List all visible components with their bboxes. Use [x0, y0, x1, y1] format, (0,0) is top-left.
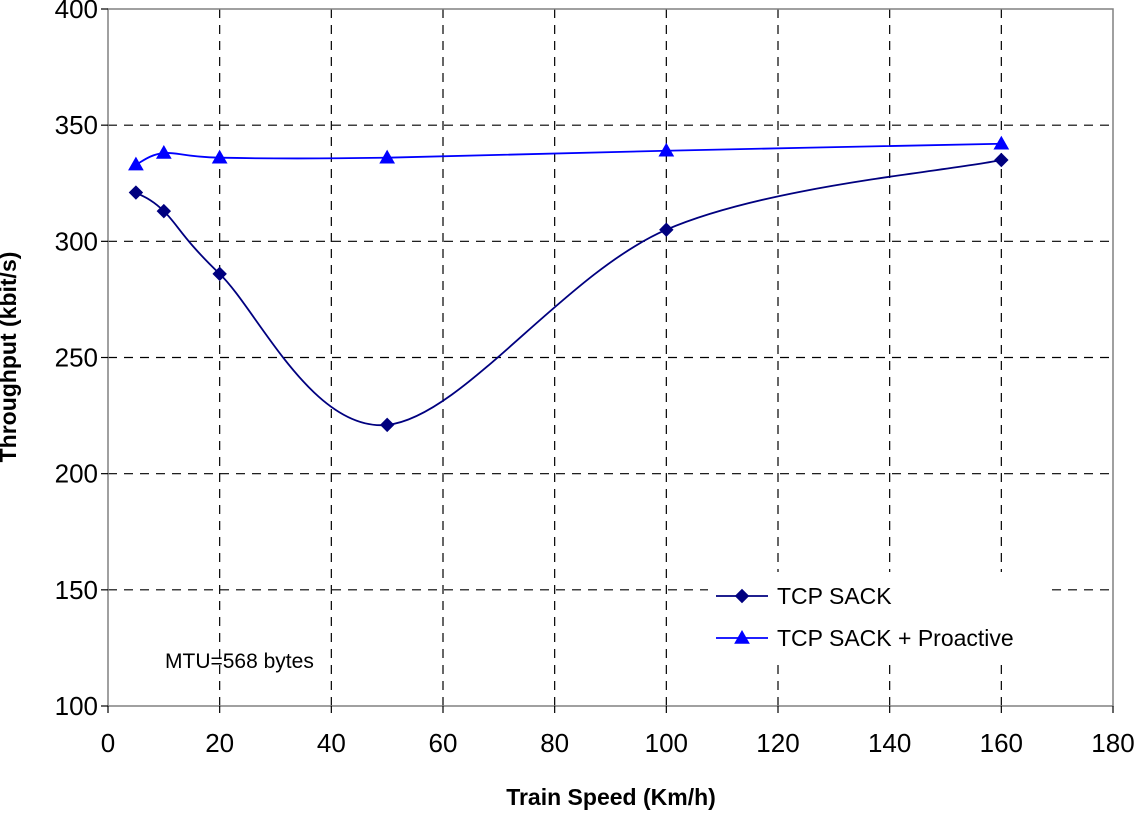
- x-tick-label: 160: [980, 728, 1023, 758]
- legend: TCP SACK TCP SACK + Proactive: [708, 572, 1051, 658]
- series-1: [128, 152, 1009, 433]
- y-tick-label: 200: [55, 459, 98, 489]
- x-tick-label: 80: [540, 728, 569, 758]
- mtu-annotation: MTU=568 bytes: [165, 650, 314, 673]
- diamond-marker: [156, 203, 172, 219]
- triangle-marker: [379, 149, 396, 164]
- triangle-marker: [128, 156, 144, 171]
- triangle-marker: [155, 145, 172, 159]
- x-axis-title: Train Speed (Km/h): [506, 784, 716, 810]
- y-tick-label: 400: [55, 0, 98, 24]
- x-tick-label: 60: [429, 728, 458, 758]
- diamond-marker: [994, 152, 1009, 168]
- legend-diamond-marker: [734, 588, 750, 604]
- x-tick-label: 0: [101, 728, 115, 758]
- series-line: [135, 159, 1002, 426]
- x-tick-label: 120: [756, 728, 799, 758]
- y-tick-label: 150: [55, 575, 98, 605]
- series-line: [135, 142, 1002, 166]
- series-2: [128, 135, 1010, 171]
- diamond-marker: [659, 222, 674, 237]
- y-axis-title: Throughput (kbit/s): [0, 252, 21, 463]
- x-tick-label: 100: [645, 728, 688, 758]
- y-tick-labels: 100 150 200 250 300 350 400: [55, 0, 108, 721]
- diamond-marker: [128, 185, 144, 200]
- x-tick-labels: 0 20 40 60 80 100 120 140 160 180: [101, 706, 1134, 758]
- y-tick-label: 350: [55, 110, 98, 140]
- y-tick-label: 100: [55, 691, 98, 721]
- triangle-marker: [211, 149, 228, 164]
- triangle-marker: [658, 142, 675, 157]
- y-tick-label: 300: [55, 226, 98, 256]
- series-layer: [128, 135, 1010, 433]
- x-tick-label: 20: [205, 728, 234, 758]
- legend-label: TCP SACK + Proactive: [777, 625, 1014, 651]
- legend-background: [708, 572, 1051, 658]
- diamond-marker: [212, 266, 227, 282]
- legend-label: TCP SACK: [777, 583, 892, 609]
- x-tick-label: 180: [1091, 728, 1134, 758]
- x-tick-label: 40: [317, 728, 346, 758]
- diamond-marker: [379, 417, 395, 433]
- triangle-marker: [993, 135, 1010, 150]
- legend-triangle-marker: [734, 629, 750, 644]
- y-tick-label: 250: [55, 343, 98, 373]
- x-tick-label: 140: [868, 728, 911, 758]
